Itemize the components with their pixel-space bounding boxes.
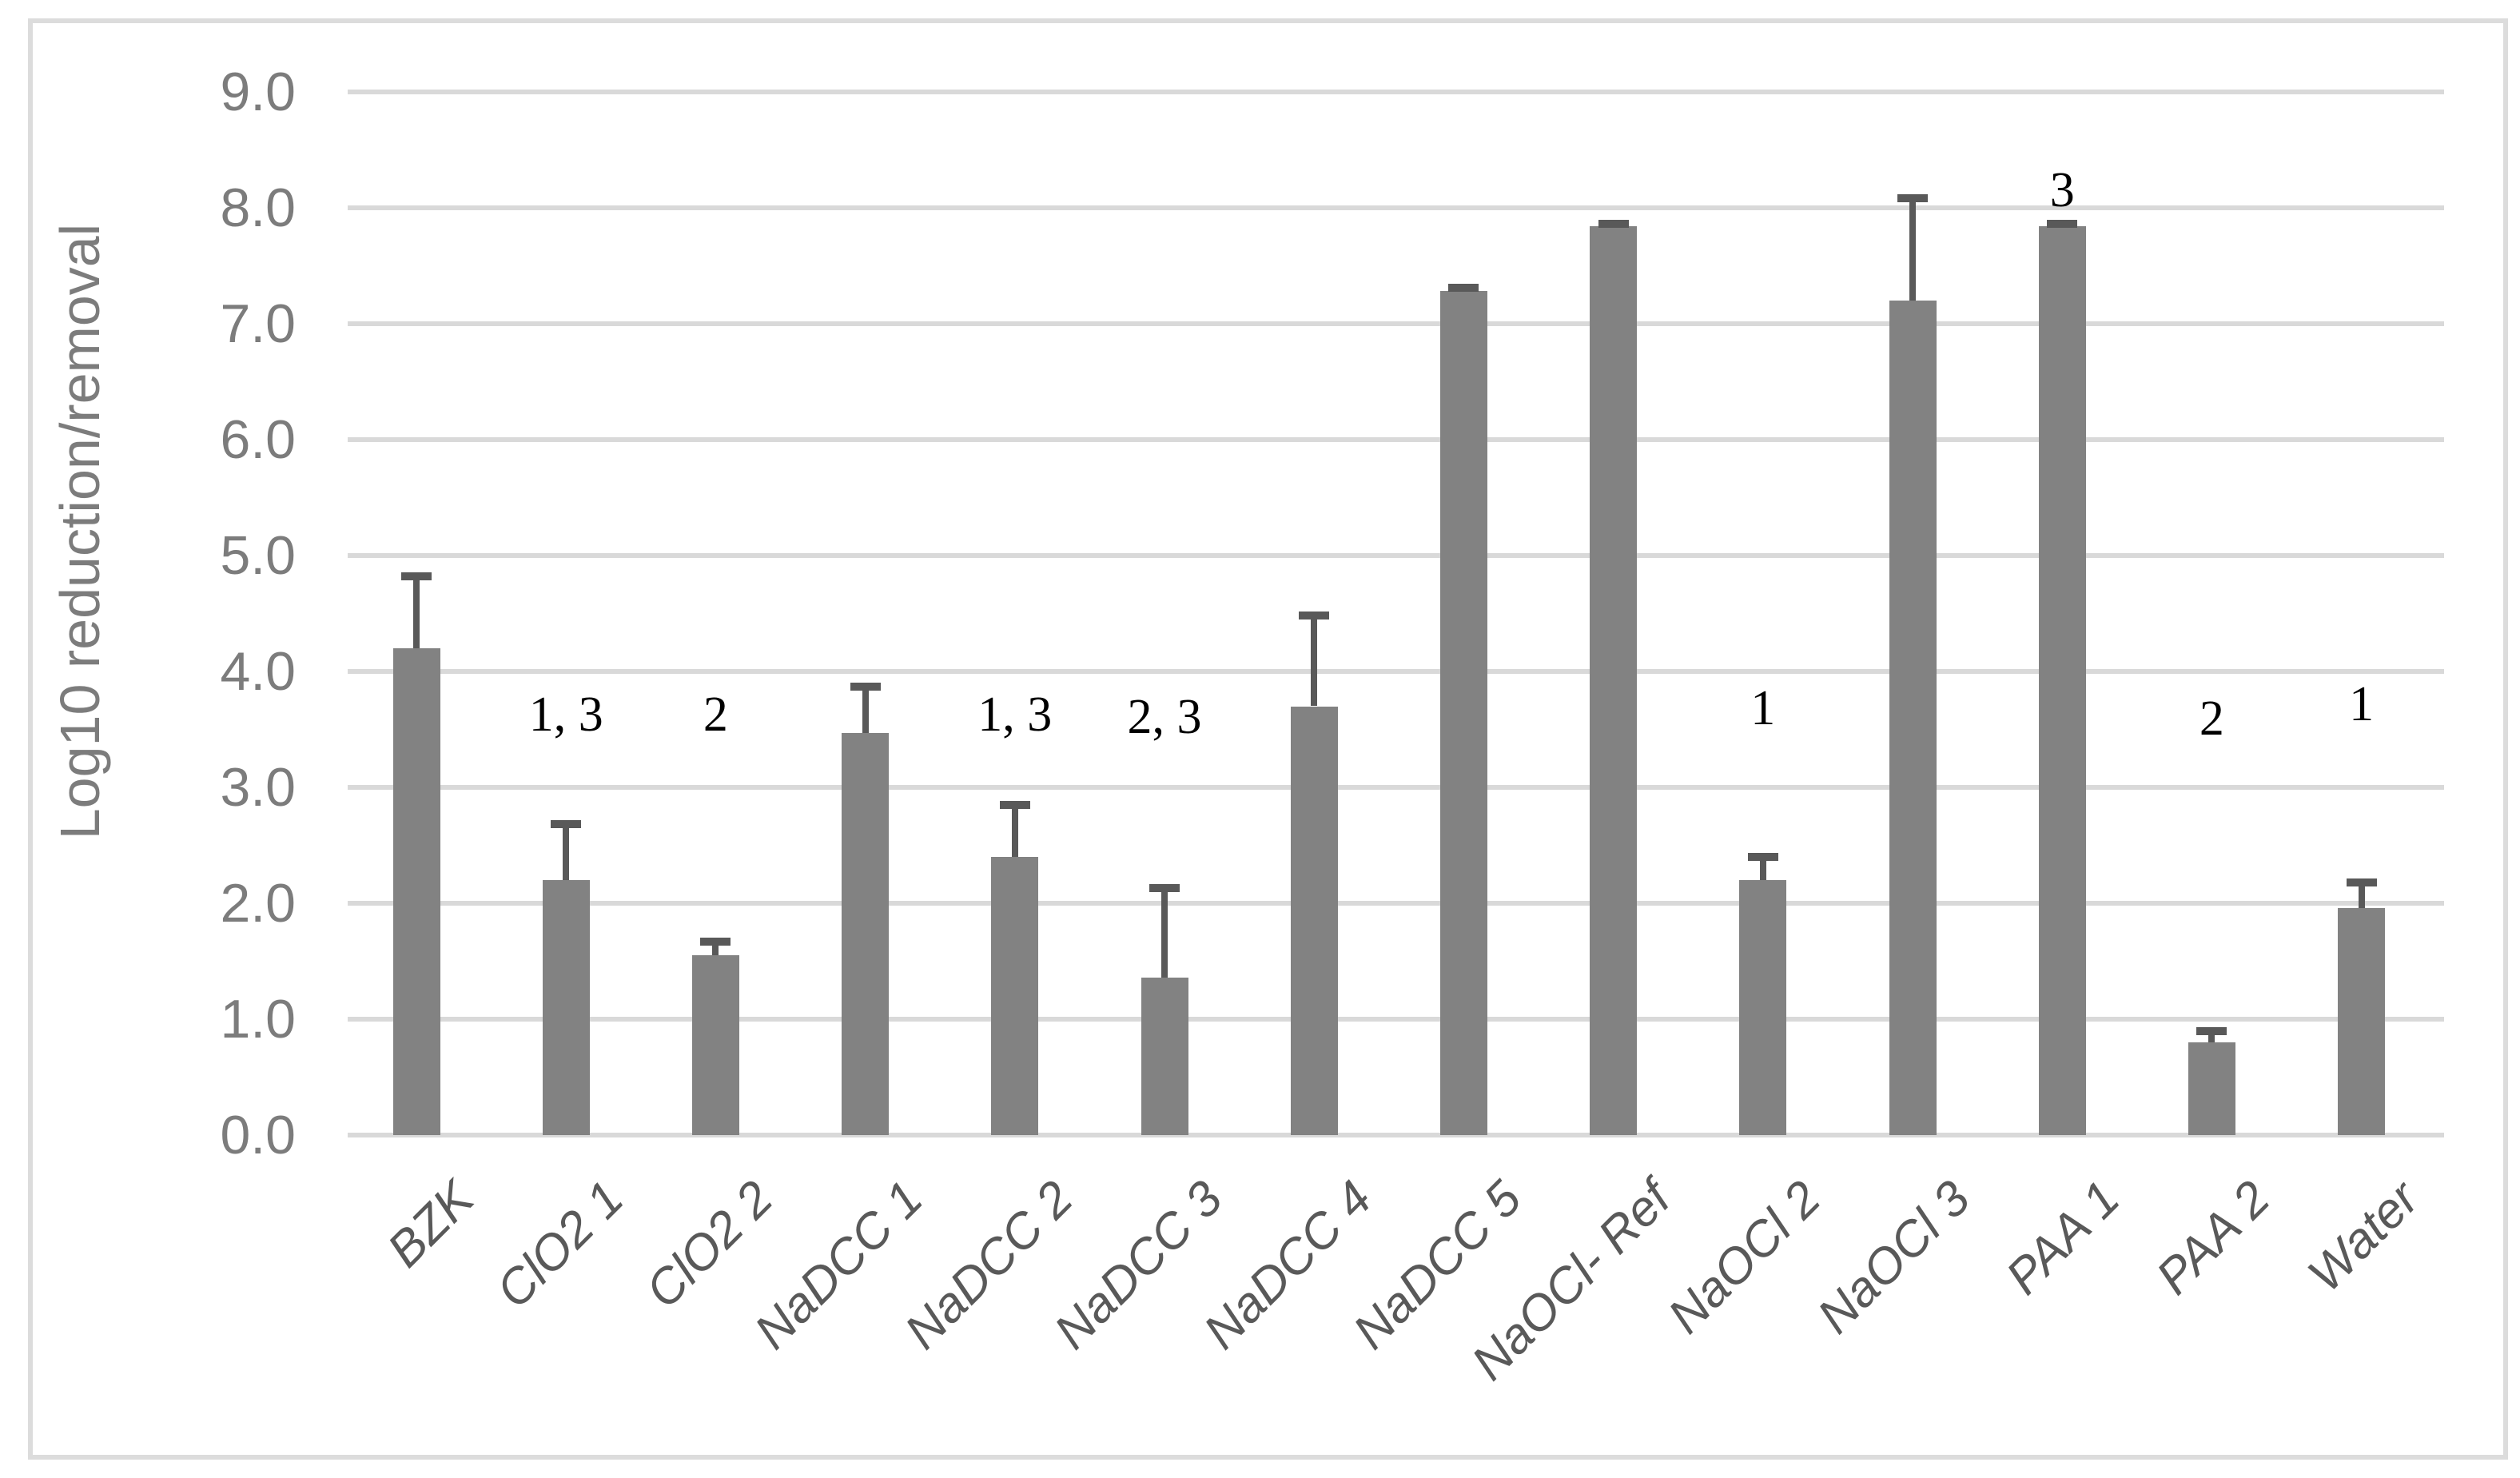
y-tick-label: 5.0 <box>220 525 296 586</box>
y-tick-label: 8.0 <box>220 177 296 238</box>
x-axis-label-paa-2: PAA 2 <box>2145 1170 2280 1305</box>
error-bar-cap <box>2047 220 2078 229</box>
bar-nadcc-2 <box>991 857 1039 1135</box>
error-bar-whisker <box>1909 198 1916 301</box>
gridline <box>348 785 2444 790</box>
error-bar-cap <box>1897 194 1928 203</box>
bar-nadcc-4 <box>1290 706 1338 1135</box>
error-bar-cap <box>2196 1026 2227 1035</box>
bar-nadcc-5 <box>1439 291 1487 1135</box>
y-tick-label: 7.0 <box>220 293 296 354</box>
bar-bzk <box>392 648 440 1135</box>
bar-nadcc-3 <box>1141 977 1188 1135</box>
x-axis-label-clo2-2: ClO2 2 <box>635 1170 784 1319</box>
error-bar-cap <box>1149 884 1180 893</box>
gridline <box>348 205 2444 210</box>
bar-naocl-3 <box>1889 301 1937 1135</box>
annotation-water: 1 <box>2349 676 2375 731</box>
annotation-clo2-1: 1, 3 <box>528 687 603 742</box>
x-axis-label-paa-1: PAA 1 <box>1996 1170 2131 1305</box>
error-bar-whisker <box>712 941 719 956</box>
x-axis-label-naocl-2: NaOCl 2 <box>1658 1170 1832 1345</box>
gridline <box>348 90 2444 94</box>
error-bar-cap <box>700 937 731 946</box>
bar-naocl-2 <box>1739 880 1787 1135</box>
x-axis-label-naocl-3: NaOCl 3 <box>1807 1170 1981 1345</box>
gridline <box>348 437 2444 442</box>
error-bar-whisker <box>1161 888 1168 978</box>
figure-border <box>28 18 2508 1460</box>
y-tick-label: 3.0 <box>220 757 296 818</box>
error-bar-whisker <box>2358 882 2365 908</box>
gridline <box>348 901 2444 906</box>
error-bar-whisker <box>563 824 570 880</box>
error-bar-whisker <box>1011 804 1018 857</box>
gridline <box>348 669 2444 674</box>
y-tick-label: 0.0 <box>220 1105 296 1165</box>
error-bar-whisker <box>862 686 869 733</box>
y-tick-label: 2.0 <box>220 873 296 934</box>
y-axis-title: Log10 reduction/removal <box>49 223 111 840</box>
annotation-clo2-2: 2 <box>703 687 728 742</box>
error-bar-cap <box>1598 220 1629 229</box>
error-bar-whisker <box>2208 1030 2215 1042</box>
x-axis-label-clo2-1: ClO2 1 <box>486 1170 635 1319</box>
error-bar-cap <box>551 820 582 829</box>
error-bar-cap <box>1448 284 1479 293</box>
bar-clo2-1 <box>542 880 590 1135</box>
y-tick-label: 9.0 <box>220 62 296 122</box>
y-tick-label: 4.0 <box>220 641 296 702</box>
error-bar-whisker <box>1759 857 1766 880</box>
error-bar-cap <box>850 682 881 691</box>
annotation-nadcc-3: 2, 3 <box>1127 689 1202 744</box>
annotation-paa-1: 3 <box>2049 163 2075 218</box>
gridline <box>348 1017 2444 1022</box>
bar-paa-2 <box>2188 1042 2235 1135</box>
error-bar-cap <box>2346 878 2377 886</box>
error-bar-cap <box>999 800 1030 809</box>
y-tick-label: 1.0 <box>220 989 296 1050</box>
error-bar-whisker <box>413 576 420 648</box>
y-tick-label: 6.0 <box>220 409 296 470</box>
x-axis-label-bzk: BZK <box>377 1170 485 1278</box>
bar-naocl-ref <box>1590 226 1638 1135</box>
error-bar-whisker <box>1311 616 1318 707</box>
annotation-naocl-2: 1 <box>1750 681 1776 736</box>
gridline <box>348 321 2444 326</box>
x-axis-label-water: Water <box>2298 1170 2430 1303</box>
bar-water <box>2338 907 2386 1135</box>
gridline <box>348 553 2444 558</box>
annotation-paa-2: 2 <box>2199 691 2224 747</box>
error-bar-cap <box>401 572 432 581</box>
gridline <box>348 1133 2444 1137</box>
bar-nadcc-1 <box>842 732 890 1135</box>
error-bar-cap <box>1299 612 1330 620</box>
bar-clo2-2 <box>691 955 739 1135</box>
annotation-nadcc-2: 1, 3 <box>977 687 1053 742</box>
bar-paa-1 <box>2038 226 2086 1135</box>
error-bar-cap <box>1747 853 1778 861</box>
